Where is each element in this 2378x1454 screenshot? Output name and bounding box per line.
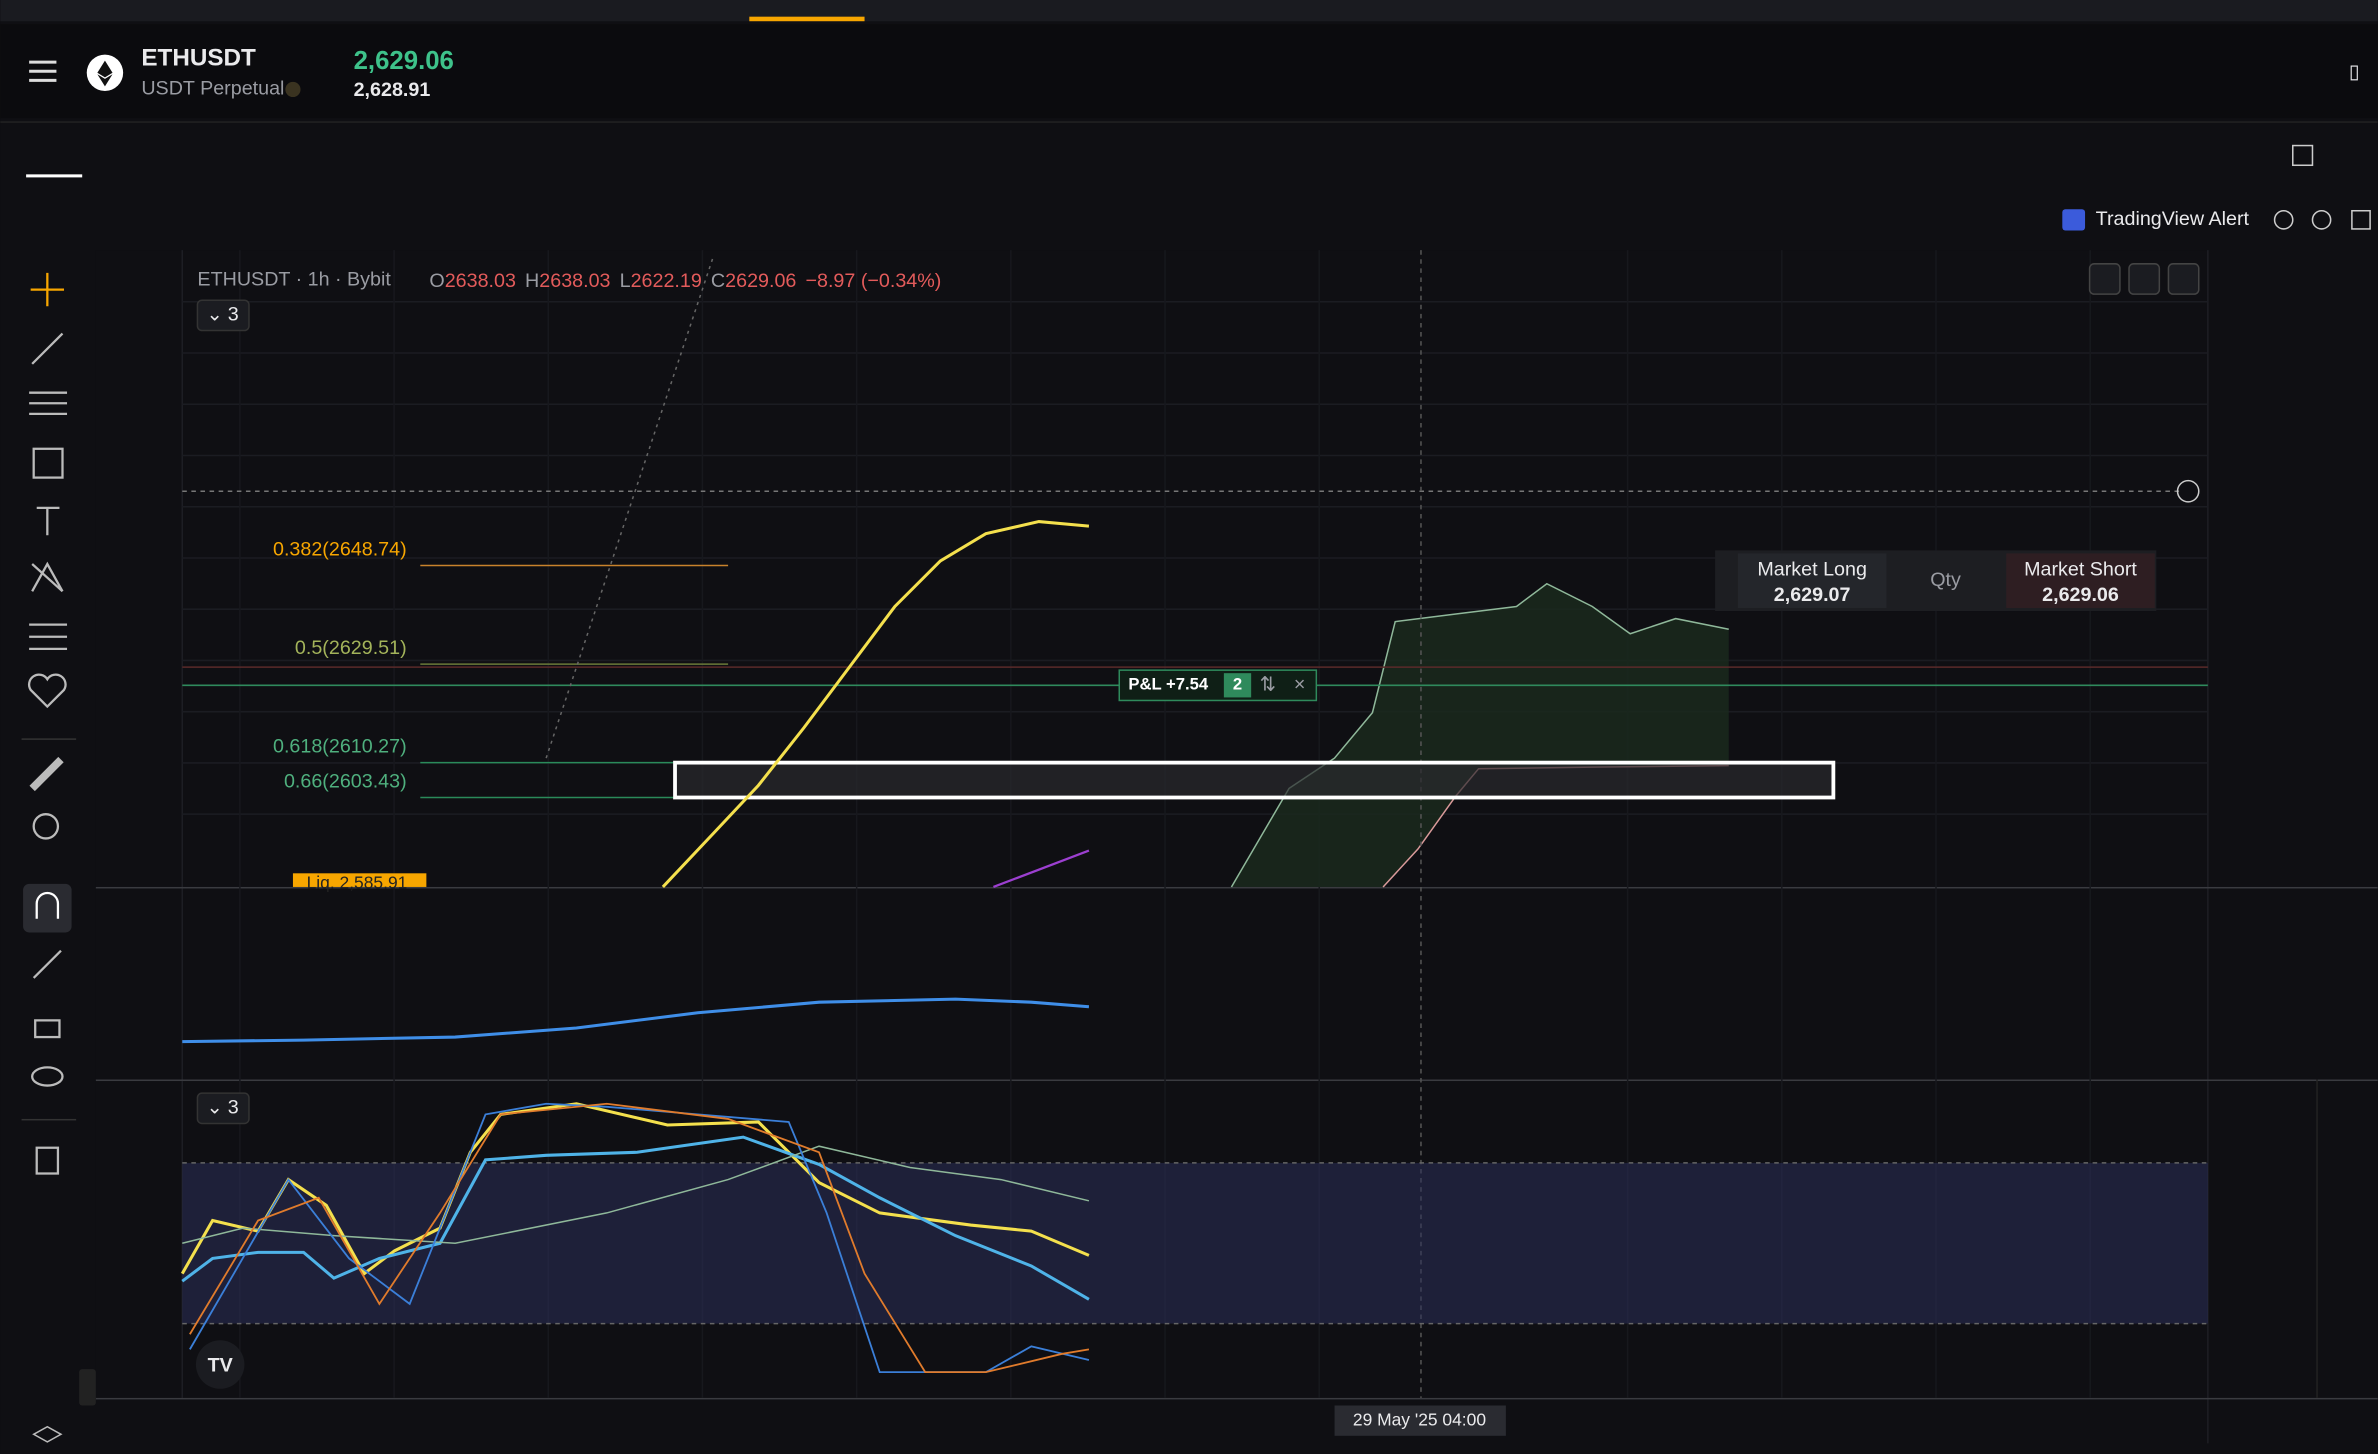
ohlc-value: 2622.19 [631,270,702,292]
size-badge [1223,673,1252,698]
collapse-toolbar[interactable] [79,1369,96,1406]
osc-line [182,1145,1090,1245]
pnl: P&L +7.54 [1128,675,1209,694]
alert-icon[interactable] [2062,209,2086,231]
indicator-line [993,849,1090,889]
pane-controls [2088,263,2200,295]
osc-line [181,1135,1090,1301]
indicator-count: 3 [228,304,239,326]
short-price: 2,629.06 [2042,584,2119,606]
fib-label: 0.66(2603.43) [284,771,407,793]
qty-input[interactable]: Qty [1930,569,1961,591]
menu-icon[interactable] [29,60,57,82]
indicator-count: 3 [228,1097,239,1119]
trash-tool[interactable] [35,1146,60,1175]
magnet-tool[interactable] [23,883,72,933]
layers-icon[interactable] [32,1425,63,1443]
camera-icon[interactable] [2273,209,2294,230]
divider [21,738,77,740]
book-icon[interactable]: ▯ [2349,61,2360,83]
indicator-toggle[interactable] [196,1092,250,1125]
line-tool[interactable] [31,332,64,365]
ohlc-value: 2638.03 [539,270,610,292]
short-label: Market Short [2024,558,2137,580]
ticker-bar [0,24,2378,119]
legend-symbol: ETHUSDT · 1h · Bybit [197,269,391,291]
position-size: 2 [1233,675,1242,694]
projection-tool[interactable] [29,623,68,651]
mark-price: 2,628.91 [354,79,431,101]
divider [21,1118,77,1121]
text-tool[interactable] [36,506,60,536]
rect-tool[interactable] [32,447,64,479]
hide-tool[interactable] [31,1066,64,1087]
long-label: Market Long [1757,558,1867,580]
long-price: 2,629.07 [1774,584,1851,606]
cloud [1231,583,1729,887]
crosshair-time-badge [1334,1405,1506,1436]
top-strip [0,0,2378,22]
stoch-line [189,1102,1090,1374]
divider [0,121,2378,123]
crosshair-time: 29 May '25 04:00 [1353,1409,1486,1429]
tv-logo[interactable] [195,1340,245,1389]
tv-glyph: TV [208,1354,233,1376]
ohlc-value: 2638.03 [445,270,516,292]
lock-tool[interactable] [34,1019,61,1039]
add-order[interactable] [2176,479,2200,503]
ohlc-key: O [429,270,444,292]
last-price: 2,629.06 [354,47,454,75]
ohlc-key: C [711,270,725,292]
tab-indicator [749,16,865,22]
market-long[interactable] [1737,553,1887,608]
pane-reset[interactable] [2167,263,2200,295]
ohlc-key: L [620,270,631,292]
fib-label: 0.618(2610.27) [273,736,407,758]
legend-ohlc: O2638.03 H2638.03 L2622.19 C2629.06 −8.97 (−… [429,270,941,292]
settings-icon[interactable] [2311,209,2332,230]
draw-mode-tool[interactable] [32,949,62,979]
market-short[interactable] [2006,553,2155,608]
fib-label: 0.382(2648.74) [273,539,407,561]
toggle-chevron: ⌄ [207,304,224,326]
close-button[interactable]: × [1294,674,1306,696]
info-icon[interactable] [285,81,301,98]
position-widget[interactable] [1118,669,1318,702]
grid-lines [182,250,2318,1398]
pattern-tool[interactable] [31,561,64,593]
crosshair-tool[interactable] [30,272,65,307]
moving-average [661,520,1090,888]
volume-ma [182,997,1090,1044]
active-tab-underline [26,174,83,178]
pane-divider [95,1079,2378,1082]
fib-tool[interactable] [29,391,68,416]
drawing-toolbar [23,272,72,1175]
eth-glyph [97,60,113,87]
layout-icon[interactable] [2292,144,2314,167]
liq-label: Liq. 2,585.91 [307,873,408,893]
pane-down[interactable] [2088,263,2121,295]
ohlc-change: −8.97 (−0.34%) [805,270,941,292]
zoom-tool[interactable] [32,813,60,840]
pane-collapse[interactable] [2128,263,2161,295]
pane-divider [95,886,2378,889]
indicator-toggle[interactable] [196,299,250,332]
reverse-button[interactable]: ⇅ [1260,674,1277,696]
favorites-tool[interactable] [27,673,67,709]
fullscreen-icon[interactable] [2351,209,2371,230]
fib-label: 0.5(2629.51) [295,637,407,659]
alert-button[interactable]: TradingView Alert [2096,208,2250,230]
symbol[interactable]: ETHUSDT [141,45,256,72]
osc-band [182,1162,2208,1324]
rectangle-drawing [673,760,1836,800]
pane-divider [95,1397,2378,1400]
ruler-tool[interactable] [29,756,64,792]
contract: USDT Perpetual [141,78,284,100]
toggle-chevron: ⌄ [207,1097,224,1119]
ohlc-key: H [525,270,539,292]
liq-badge [292,873,427,887]
ohlc-value: 2629.06 [725,270,796,292]
